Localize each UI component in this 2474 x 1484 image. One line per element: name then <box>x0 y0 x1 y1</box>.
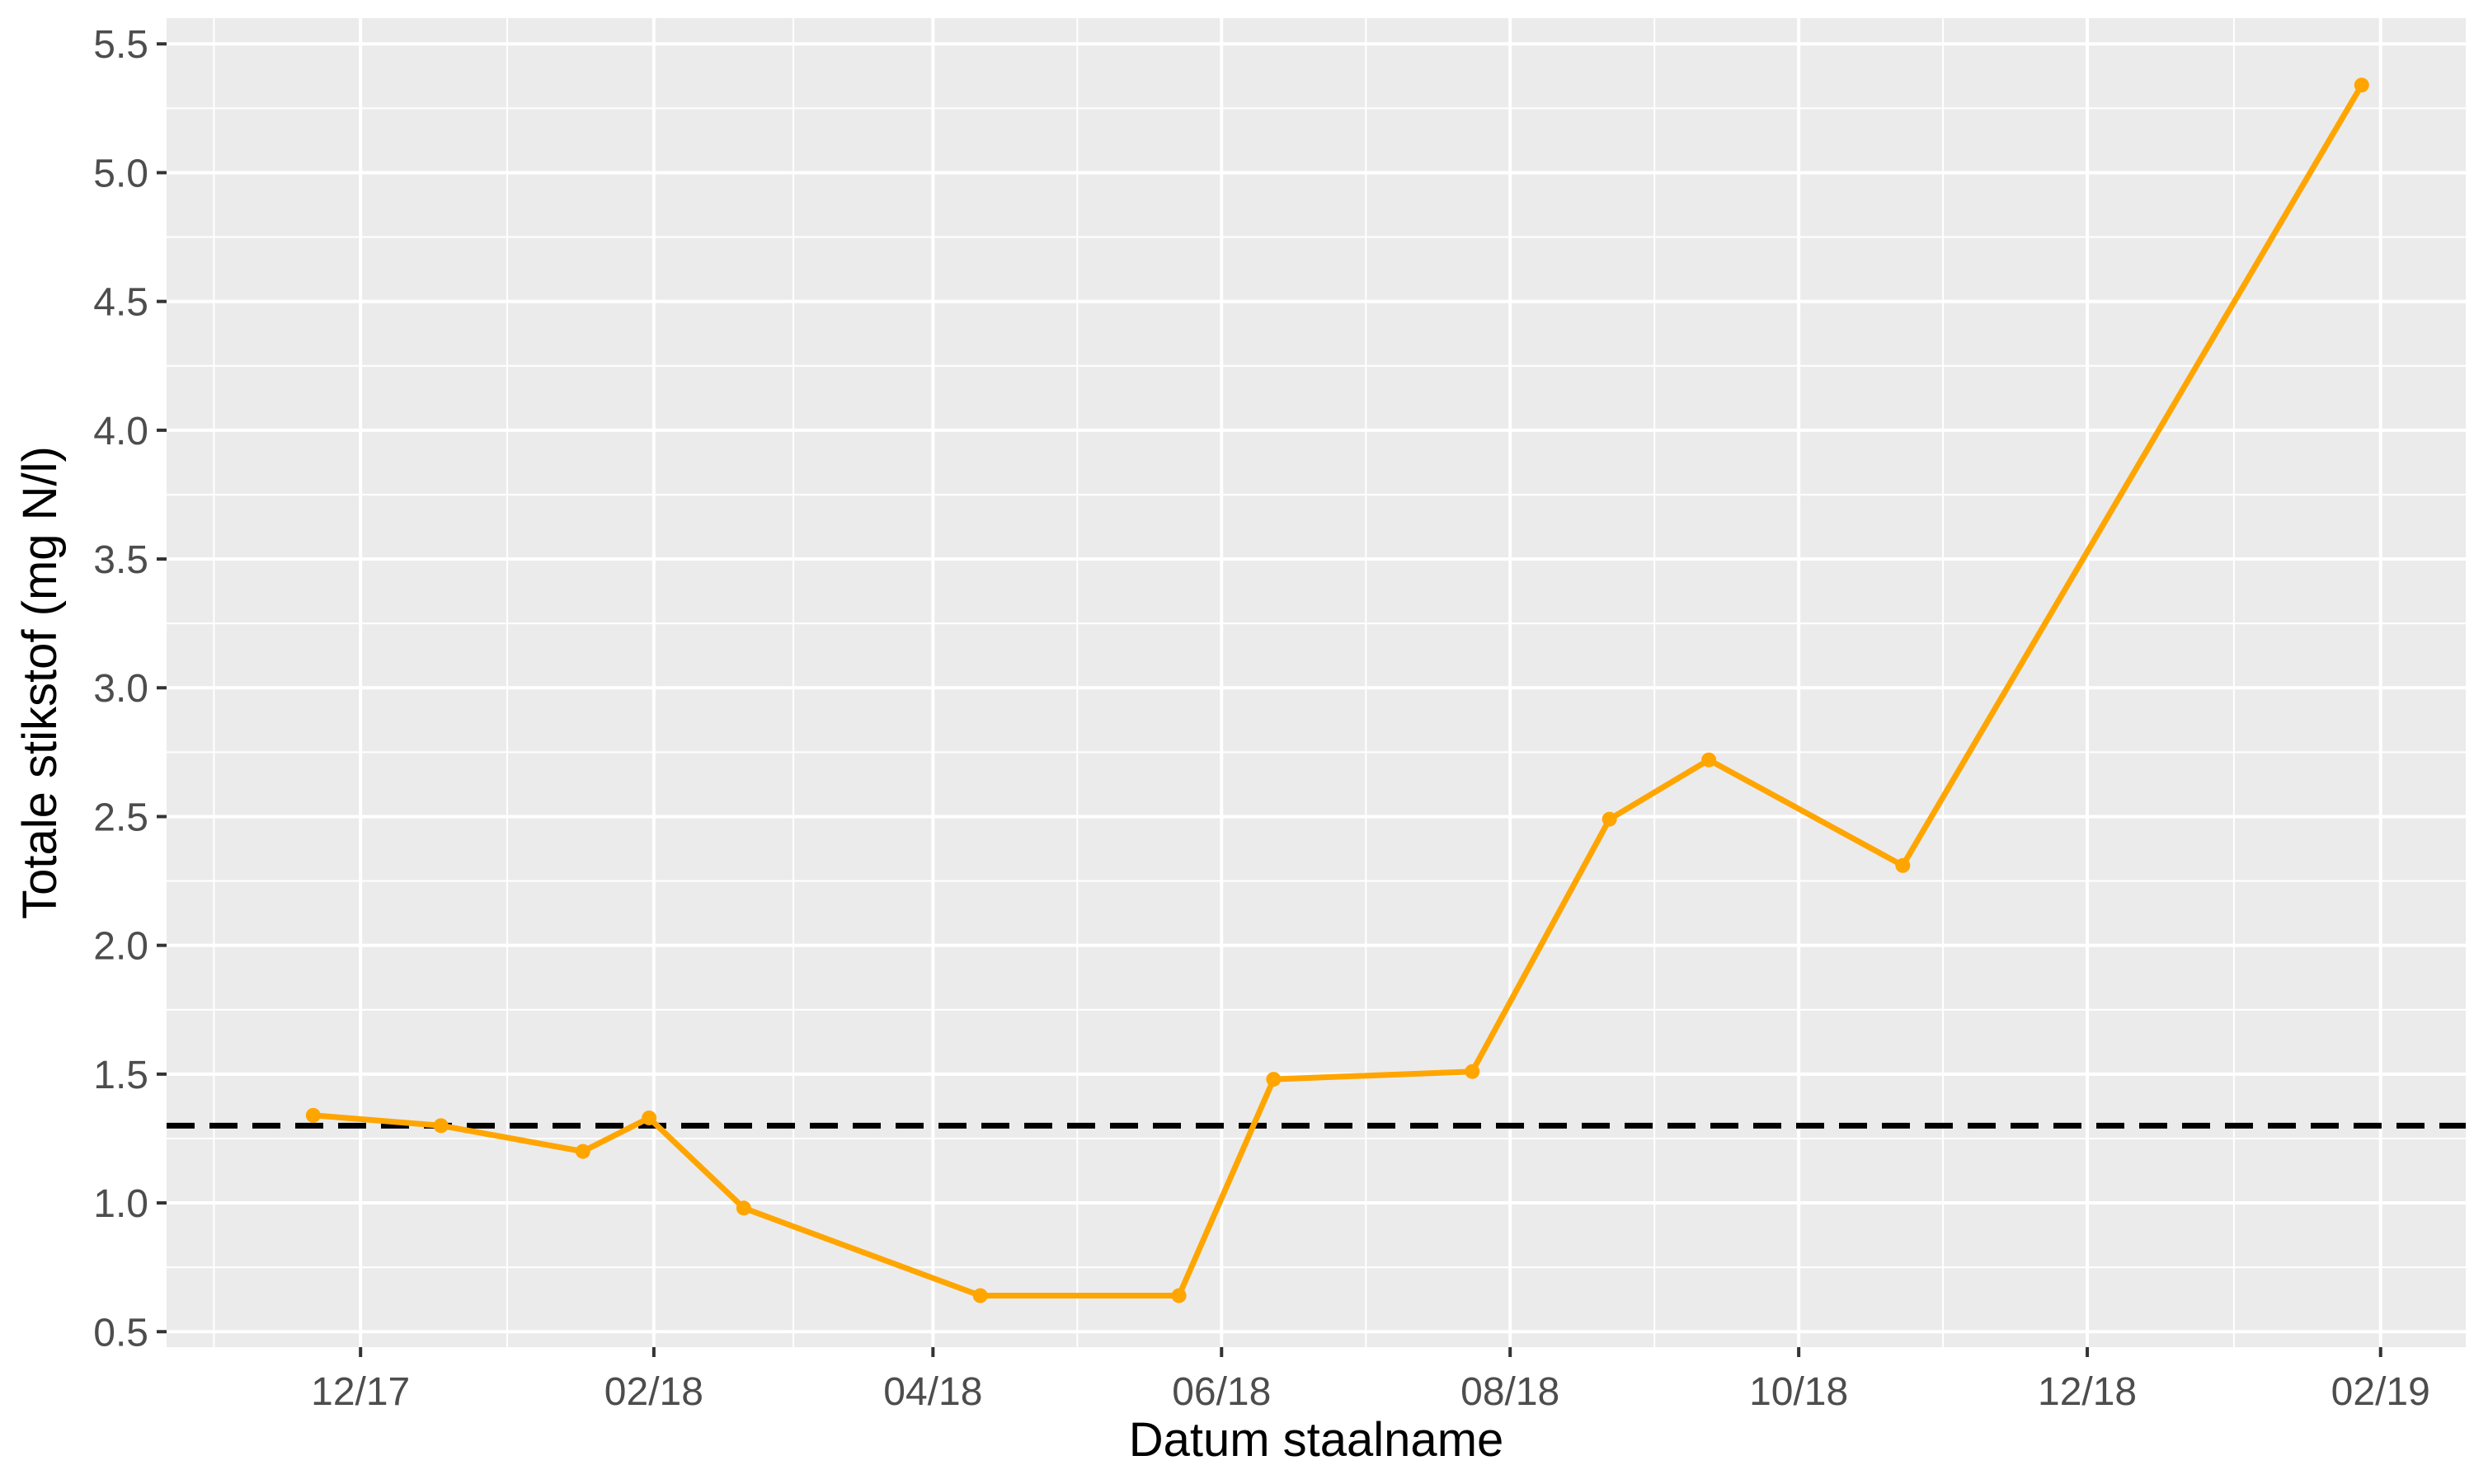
data-point <box>2354 77 2369 93</box>
x-tick-label: 10/18 <box>1749 1370 1848 1414</box>
y-tick-label: 2.0 <box>93 925 148 969</box>
data-point <box>1171 1288 1187 1303</box>
series-layer <box>305 77 2369 1303</box>
y-axis-title: Totale stikstof (mg N/l) <box>13 446 67 919</box>
y-tick-label: 3.5 <box>93 538 148 582</box>
x-axis-title: Datum staalname <box>1129 1413 1504 1467</box>
data-point <box>1701 752 1717 768</box>
y-tick-label: 3.0 <box>93 667 148 711</box>
x-tick-label: 02/18 <box>604 1370 703 1414</box>
data-point <box>642 1110 657 1125</box>
plot-panel <box>167 18 2466 1347</box>
x-tick-label: 12/18 <box>2038 1370 2137 1414</box>
y-tick-label: 5.0 <box>93 152 148 195</box>
data-point <box>736 1200 751 1216</box>
y-tick-label: 1.5 <box>93 1054 148 1097</box>
major-gridlines <box>167 18 2466 1347</box>
data-point <box>305 1107 321 1123</box>
data-point <box>1895 857 1911 873</box>
data-point <box>972 1288 988 1303</box>
x-tick-label: 02/19 <box>2331 1370 2430 1414</box>
y-tick-label: 4.0 <box>93 410 148 453</box>
y-tick-label: 4.5 <box>93 281 148 325</box>
y-axis: 0.5 1.0 1.5 2.0 2.5 3.0 3.5 4.0 4.5 5.0 5.5 <box>93 23 167 1355</box>
x-axis: 12/17 02/18 04/18 06/18 08/18 10/18 12/18 02/19 <box>311 1347 2430 1414</box>
data-point <box>1465 1064 1480 1079</box>
data-point <box>1602 811 1617 827</box>
minor-gridlines <box>167 18 2466 1347</box>
y-tick-label: 2.5 <box>93 796 148 839</box>
x-tick-label: 08/18 <box>1460 1370 1559 1414</box>
y-tick-label: 5.5 <box>93 23 148 67</box>
x-tick-label: 04/18 <box>883 1370 982 1414</box>
data-point <box>1266 1072 1282 1087</box>
x-tick-label: 12/17 <box>311 1370 410 1414</box>
y-tick-label: 0.5 <box>93 1311 148 1355</box>
y-tick-label: 1.0 <box>93 1182 148 1226</box>
data-point <box>433 1118 449 1134</box>
x-tick-label: 06/18 <box>1172 1370 1271 1414</box>
data-point <box>575 1144 590 1159</box>
